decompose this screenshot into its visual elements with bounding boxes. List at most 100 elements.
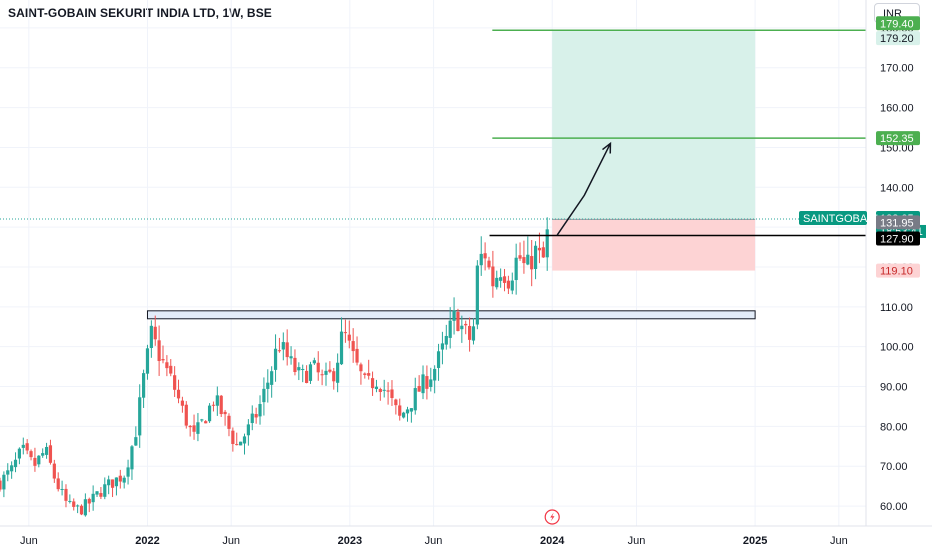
position-entry-badge-label: 131.95	[880, 217, 914, 229]
candle-body	[339, 331, 344, 365]
candle-body	[161, 359, 165, 361]
stop-loss-badge-label: 119.10	[880, 266, 913, 278]
candle-body	[262, 388, 266, 403]
candle-body	[522, 257, 526, 264]
candle-body	[398, 405, 402, 416]
candle-body	[180, 400, 185, 406]
candle-body	[17, 448, 22, 459]
candle-body	[76, 505, 80, 507]
candle-body	[316, 362, 320, 373]
candle-body	[475, 265, 479, 325]
time-tick-label: 2023	[338, 535, 362, 547]
candle-body	[545, 229, 549, 258]
entry-line-badge-label: 127.90	[880, 234, 914, 246]
candle-body	[402, 412, 406, 418]
candle-body	[464, 323, 468, 326]
candle-body	[351, 341, 355, 352]
price-tick-label: 110.00	[880, 302, 913, 314]
candle-body	[467, 325, 472, 340]
candle-body	[483, 253, 487, 259]
candle-body	[273, 348, 278, 370]
candle-body	[487, 260, 491, 268]
candle-body	[196, 422, 200, 434]
candle-body	[277, 350, 282, 352]
arrow-head	[602, 141, 612, 154]
price-axis: 60.0070.0080.0090.00100.00110.00120.0013…	[880, 23, 914, 513]
candle-body	[382, 389, 386, 391]
candle-body	[153, 326, 157, 340]
candle-body	[324, 370, 328, 375]
candle-body	[29, 451, 33, 458]
candle-body	[471, 326, 476, 341]
candle-body	[413, 388, 417, 411]
candle-body	[95, 491, 99, 495]
time-tick-label: 2024	[540, 535, 565, 547]
candle-body	[378, 388, 382, 393]
candle-body	[204, 421, 208, 424]
profit-zone[interactable]	[552, 31, 756, 220]
price-tick-label: 80.00	[880, 421, 908, 433]
chart-overlay	[0, 29, 866, 525]
candle-body	[107, 479, 111, 486]
target-upper-badge	[876, 16, 920, 31]
price-tick-label: 140.00	[880, 182, 914, 194]
candle-body	[433, 368, 437, 381]
candle-body	[343, 332, 348, 334]
candle-body	[60, 488, 64, 490]
candle-body	[405, 409, 410, 414]
entry-line-badge	[876, 231, 920, 246]
price-tick-label: 60.00	[880, 501, 908, 513]
candle-body	[184, 404, 188, 426]
candle-body	[215, 395, 219, 406]
candle-body	[169, 365, 173, 374]
symbol-tag[interactable]	[799, 210, 867, 225]
time-axis: Jun 2022 Jun 2023 Jun 2024 Jun 2025 Jun	[20, 535, 848, 547]
candle-body	[347, 334, 351, 341]
candle-body	[231, 430, 235, 444]
position-entry-badge	[876, 215, 920, 230]
candle-body	[320, 374, 324, 376]
candle-body	[258, 404, 262, 417]
price-tick-label: 70.00	[880, 461, 908, 473]
candle-body	[386, 390, 390, 392]
candle-body	[110, 479, 115, 488]
candle-body	[444, 335, 448, 345]
candle-body	[6, 470, 10, 475]
trend-arrow[interactable]	[556, 143, 612, 236]
candle-body	[72, 501, 76, 507]
candle-body	[506, 280, 511, 289]
candle-body	[173, 375, 177, 390]
symbol-tag-label: SAINTGOBAIN	[803, 213, 878, 225]
time-tick-label: Jun	[830, 535, 848, 547]
candle-body	[495, 277, 499, 288]
candle-body	[219, 395, 223, 415]
price-tick-label: 150.00	[880, 142, 914, 154]
candle-body	[141, 373, 146, 398]
candle-body	[68, 500, 72, 502]
support-zone-rectangle[interactable]	[146, 310, 756, 320]
candle-body	[421, 374, 425, 394]
price-tick-label: 90.00	[880, 382, 908, 394]
candle-body	[285, 342, 289, 358]
candle-body	[429, 379, 433, 387]
candle-body	[289, 356, 293, 359]
candle-body	[246, 424, 250, 436]
candle-body	[207, 405, 212, 422]
candle-body	[491, 266, 495, 287]
price-tick-label: 100.00	[880, 342, 914, 354]
candles	[0, 217, 549, 517]
chart-zones	[146, 31, 756, 320]
candle-body	[281, 342, 285, 350]
candle-body	[460, 325, 464, 330]
candle-body	[367, 373, 371, 376]
candle-body	[134, 437, 138, 446]
candle-body	[452, 310, 456, 321]
stop-loss-zone[interactable]	[552, 219, 756, 271]
candle-body	[0, 480, 2, 490]
candle-body	[370, 378, 375, 389]
candle-body	[10, 465, 14, 472]
candle-body	[149, 325, 153, 348]
candle-body	[266, 382, 270, 389]
time-tick-label: Jun	[628, 535, 646, 547]
